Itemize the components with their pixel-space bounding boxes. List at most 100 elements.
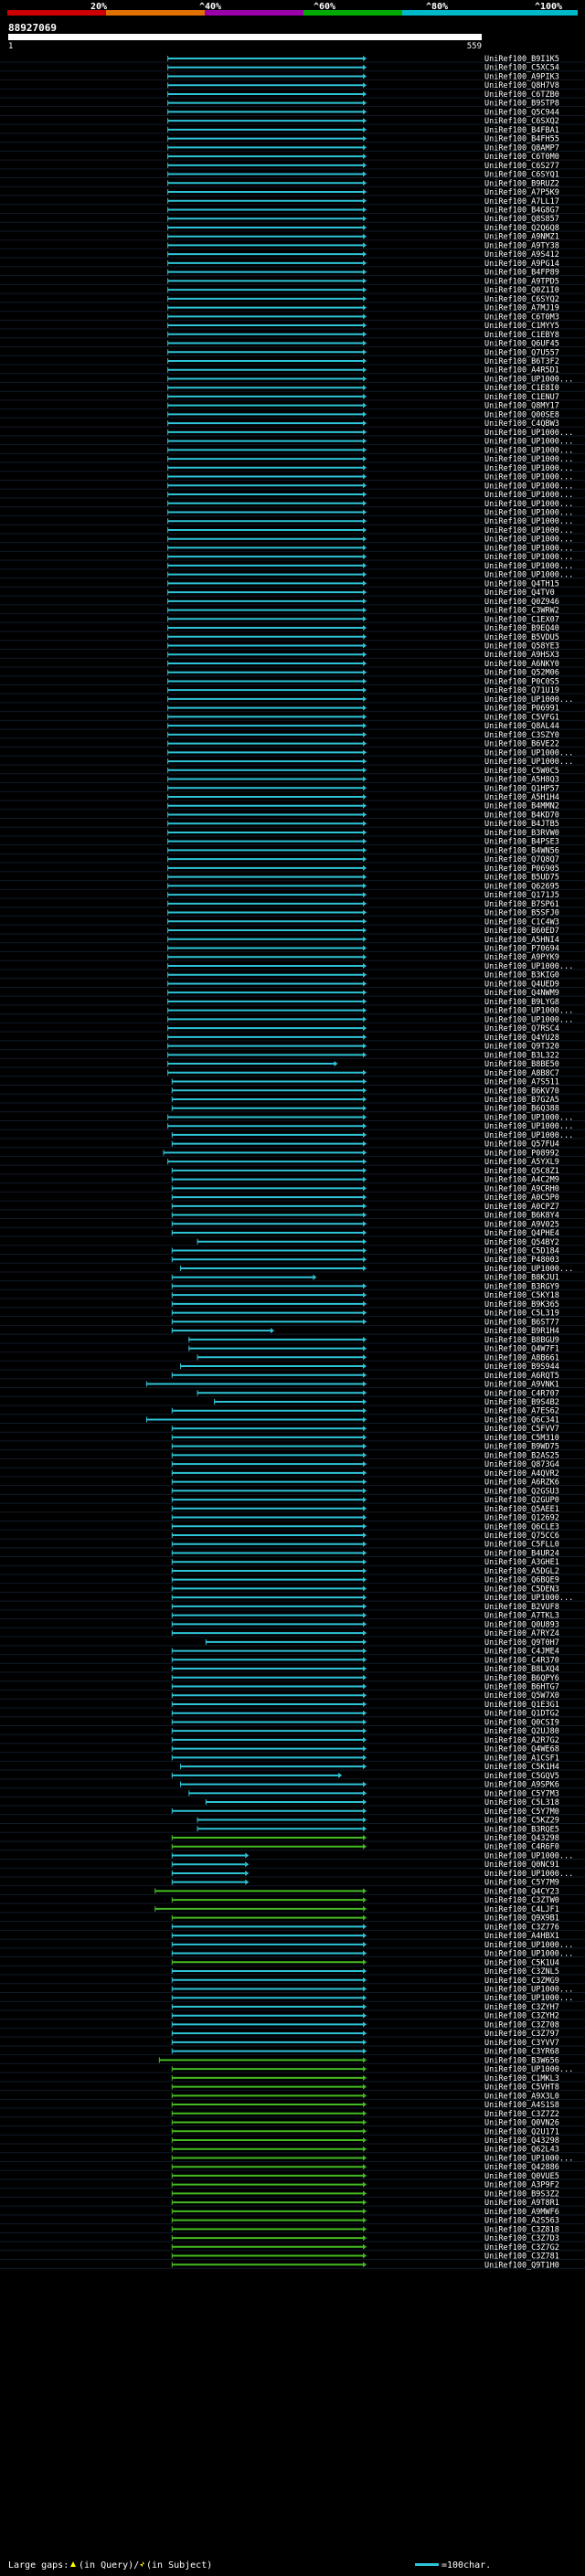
hit-label[interactable]: UniRef100_C3Z797	[484, 2030, 559, 2039]
hit-label[interactable]: UniRef100_C1E8I0	[484, 384, 559, 393]
hit-label[interactable]: UniRef100_Q9T320	[484, 1043, 559, 1052]
hit-label[interactable]: UniRef100_Q43298	[484, 2136, 559, 2146]
hit-label[interactable]: UniRef100_UP1000...	[484, 544, 573, 553]
hit-label[interactable]: UniRef100_UP1000...	[484, 962, 573, 971]
hit-label[interactable]: UniRef100_A6RQT5	[484, 1372, 559, 1381]
hit-label[interactable]: UniRef100_B9S4B2	[484, 1398, 559, 1407]
hit-label[interactable]: UniRef100_B9R1H4	[484, 1327, 559, 1336]
hit-label[interactable]: UniRef100_A9HSX3	[484, 651, 559, 660]
hit-label[interactable]: UniRef100_Q2GSU3	[484, 1487, 559, 1496]
hit-label[interactable]: UniRef100_C5VHT8	[484, 2083, 559, 2093]
hit-label[interactable]: UniRef100_Q75CC6	[484, 1532, 559, 1541]
hit-label[interactable]: UniRef100_A9PIK3	[484, 72, 559, 81]
hit-label[interactable]: UniRef100_UP1000...	[484, 2065, 573, 2074]
hit-label[interactable]: UniRef100_C5M310	[484, 1434, 559, 1443]
hit-label[interactable]: UniRef100_B4G8G7	[484, 206, 559, 215]
hit-label[interactable]: UniRef100_Q42886	[484, 2163, 559, 2172]
hit-label[interactable]: UniRef100_B5UD75	[484, 874, 559, 883]
hit-label[interactable]: UniRef100_Q54BY2	[484, 1238, 559, 1247]
hit-label[interactable]: UniRef100_C3ZMG9	[484, 1977, 559, 1986]
hit-label[interactable]: UniRef100_B8BGU9	[484, 1336, 559, 1345]
hit-label[interactable]: UniRef100_UP1000...	[484, 695, 573, 705]
hit-label[interactable]: UniRef100_C3Z818	[484, 2225, 559, 2234]
hit-label[interactable]: UniRef100_C3ZYH7	[484, 2003, 559, 2012]
hit-label[interactable]: UniRef100_A6NKY0	[484, 660, 559, 669]
hit-label[interactable]: UniRef100_B4WN56	[484, 846, 559, 855]
hit-label[interactable]: UniRef100_C3Z708	[484, 2020, 559, 2030]
hit-label[interactable]: UniRef100_Q5AEE1	[484, 1505, 559, 1514]
hit-label[interactable]: UniRef100_Q5C944	[484, 108, 559, 117]
hit-label[interactable]: UniRef100_A7P5K9	[484, 188, 559, 197]
hit-label[interactable]: UniRef100_A4R5D1	[484, 366, 559, 376]
hit-label[interactable]: UniRef100_B7SP61	[484, 900, 559, 909]
hit-label[interactable]: UniRef100_UP1000...	[484, 482, 573, 491]
hit-label[interactable]: UniRef100_A7S511	[484, 1078, 559, 1087]
hit-label[interactable]: UniRef100_C3ZYH2	[484, 2012, 559, 2021]
hit-label[interactable]: UniRef100_C4R6F0	[484, 1843, 559, 1852]
hit-label[interactable]: UniRef100_Q8MY17	[484, 402, 559, 411]
hit-label[interactable]: UniRef100_A9NMZ1	[484, 233, 559, 242]
hit-label[interactable]: UniRef100_Q8AMP7	[484, 143, 559, 153]
hit-label[interactable]: UniRef100_C3YVV7	[484, 2039, 559, 2048]
hit-label[interactable]: UniRef100_C4JME4	[484, 1648, 559, 1657]
hit-label[interactable]: UniRef100_Q2UJ80	[484, 1727, 559, 1736]
hit-label[interactable]: UniRef100_B6T3F2	[484, 357, 559, 366]
hit-label[interactable]: UniRef100_B9K365	[484, 1300, 559, 1309]
hit-label[interactable]: UniRef100_UP1000...	[484, 526, 573, 535]
hit-label[interactable]: UniRef100_UP1000...	[484, 500, 573, 509]
hit-label[interactable]: UniRef100_P0C0S5	[484, 677, 559, 686]
hit-label[interactable]: UniRef100_A9S412	[484, 250, 559, 260]
hit-label[interactable]: UniRef100_Q57FU4	[484, 1140, 559, 1150]
hit-label[interactable]: UniRef100_C5FLL0	[484, 1541, 559, 1550]
hit-label[interactable]: UniRef100_C3ZNL5	[484, 1967, 559, 1977]
hit-label[interactable]: UniRef100_A9V025	[484, 1220, 559, 1229]
hit-label[interactable]: UniRef100_A7LL17	[484, 197, 559, 207]
hit-label[interactable]: UniRef100_A9PG14	[484, 260, 559, 269]
hit-label[interactable]: UniRef100_UP1000...	[484, 2154, 573, 2163]
hit-label[interactable]: UniRef100_B6ST77	[484, 1318, 559, 1327]
hit-label[interactable]: UniRef100_A3GHE1	[484, 1558, 559, 1567]
hit-label[interactable]: UniRef100_P06991	[484, 705, 559, 714]
hit-label[interactable]: UniRef100_C5KZ29	[484, 1817, 559, 1826]
hit-label[interactable]: UniRef100_C5Y7M3	[484, 1789, 559, 1798]
hit-label[interactable]: UniRef100_UP1000...	[484, 508, 573, 517]
hit-label[interactable]: UniRef100_C3Z7D3	[484, 2234, 559, 2243]
hit-label[interactable]: UniRef100_Q1E3G1	[484, 1701, 559, 1710]
hit-label[interactable]: UniRef100_C6T0M3	[484, 313, 559, 322]
hit-label[interactable]: UniRef100_A2R7G2	[484, 1736, 559, 1745]
hit-label[interactable]: UniRef100_C3YR68	[484, 2048, 559, 2057]
hit-label[interactable]: UniRef100_UP1000...	[484, 1594, 573, 1603]
hit-label[interactable]: UniRef100_UP1000...	[484, 571, 573, 580]
hit-label[interactable]: UniRef100_B9EQ40	[484, 624, 559, 633]
hit-label[interactable]: UniRef100_Q4CY23	[484, 1887, 559, 1896]
hit-label[interactable]: UniRef100_C4R707	[484, 1389, 559, 1398]
hit-label[interactable]: UniRef100_A1CSF1	[484, 1754, 559, 1763]
hit-label[interactable]: UniRef100_Q4TH15	[484, 579, 559, 588]
hit-label[interactable]: UniRef100_UP1000...	[484, 758, 573, 767]
hit-label[interactable]: UniRef100_UP1000...	[484, 1994, 573, 2003]
hit-label[interactable]: UniRef100_C5W0C5	[484, 767, 559, 776]
hit-label[interactable]: UniRef100_C4LJF1	[484, 1905, 559, 1914]
hit-label[interactable]: UniRef100_Q4W7F1	[484, 1345, 559, 1354]
hit-label[interactable]: UniRef100_Q52M06	[484, 669, 559, 678]
hit-label[interactable]: UniRef100_P08992	[484, 1149, 559, 1158]
hit-label[interactable]: UniRef100_A9SPK6	[484, 1781, 559, 1790]
hit-label[interactable]: UniRef100_B4PSE3	[484, 838, 559, 847]
hit-label[interactable]: UniRef100_C1MYY5	[484, 322, 559, 331]
hit-label[interactable]: UniRef100_UP1000...	[484, 1985, 573, 1994]
hit-label[interactable]: UniRef100_B3RQE5	[484, 1825, 559, 1834]
hit-label[interactable]: UniRef100_Q9X9B1	[484, 1914, 559, 1924]
hit-label[interactable]: UniRef100_Q6BQE9	[484, 1576, 559, 1585]
hit-label[interactable]: UniRef100_B8LXQ4	[484, 1665, 559, 1674]
hit-label[interactable]: UniRef100_C1ENU7	[484, 393, 559, 402]
hit-label[interactable]: UniRef100_UP1000...	[484, 1122, 573, 1131]
hit-label[interactable]: UniRef100_B4JTB5	[484, 820, 559, 829]
hit-label[interactable]: UniRef100_UP1000...	[484, 1007, 573, 1016]
hit-label[interactable]: UniRef100_C5XC54	[484, 64, 559, 73]
hit-label[interactable]: UniRef100_A5HNI4	[484, 936, 559, 945]
hit-label[interactable]: UniRef100_Q4TV0	[484, 588, 555, 598]
hit-label[interactable]: UniRef100_Q7RSC4	[484, 1024, 559, 1034]
hit-label[interactable]: UniRef100_UP1000...	[484, 455, 573, 464]
hit-label[interactable]: UniRef100_C6SYQ2	[484, 295, 559, 304]
hit-label[interactable]: UniRef100_Q4WE68	[484, 1745, 559, 1754]
